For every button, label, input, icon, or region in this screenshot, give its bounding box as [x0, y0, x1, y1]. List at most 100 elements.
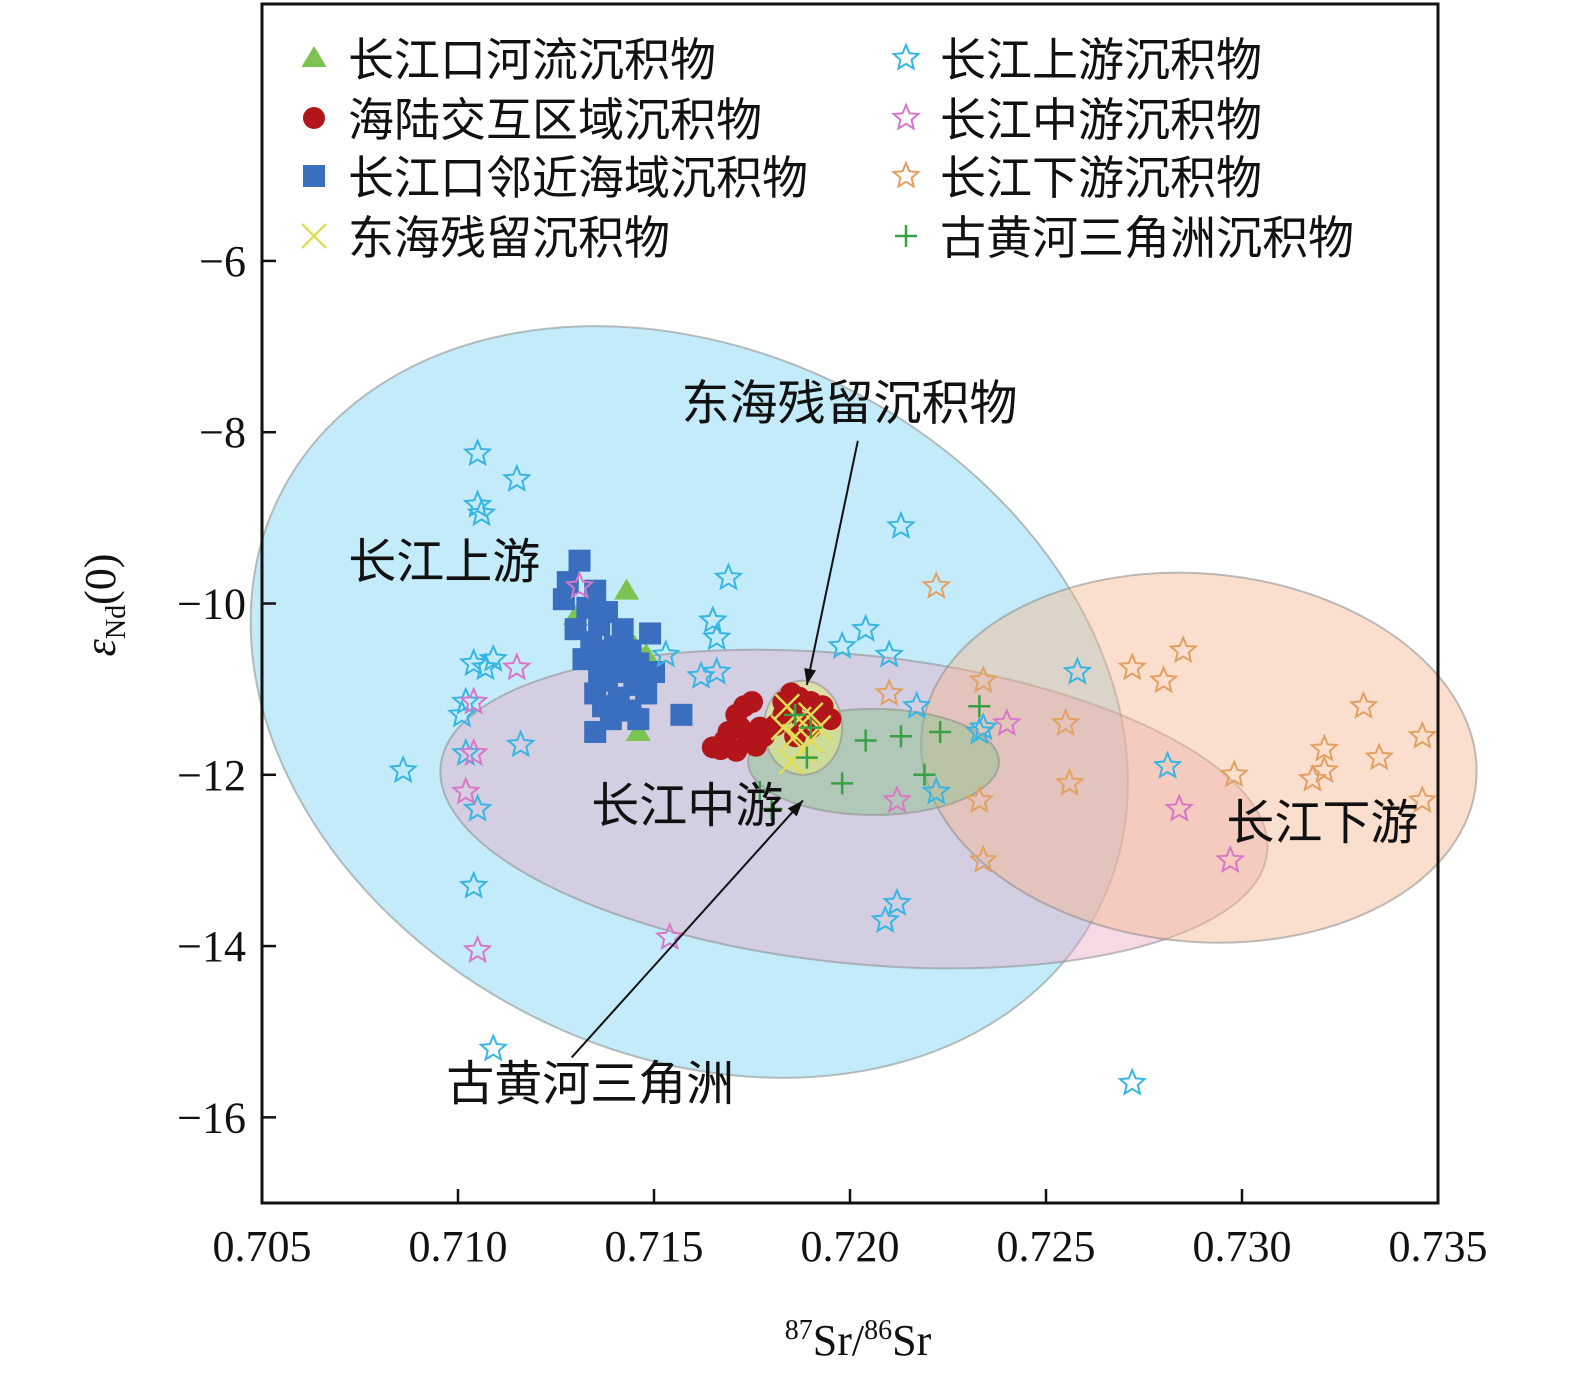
legend-label-4: 长江上游沉积物: [940, 33, 1262, 87]
point-s4-25: [388, 754, 418, 784]
legend-item-1: 海陆交互区域沉积物: [303, 93, 762, 147]
x-tick-label-1: 0.710: [409, 1222, 508, 1271]
point-s2-3: [552, 588, 575, 611]
point-s5-10: [462, 934, 493, 964]
point-s1-2: [741, 690, 763, 713]
point-s6-17: [968, 844, 999, 873]
point-s2-8: [611, 618, 634, 641]
point-s4-31: [870, 904, 901, 934]
point-s5-1: [501, 652, 532, 681]
series-5: [451, 570, 1246, 964]
x-axis-ticks: 0.705 0.710 0.715 0.720 0.725 0.730 0.735: [213, 1189, 1488, 1271]
point-s6-1: [1168, 634, 1199, 664]
point-s6-2: [1117, 652, 1148, 681]
point-s7-2: [889, 725, 912, 748]
point-s7-1: [799, 716, 822, 739]
legend-item-2: 长江口邻近海域沉积物: [303, 151, 808, 205]
point-s4-18: [451, 686, 481, 715]
point-s5-3: [458, 737, 489, 767]
legend-marker-1: [303, 107, 325, 129]
legend-item-3: 东海残留沉积物: [301, 211, 670, 265]
point-s4-22: [964, 716, 995, 745]
point-s4-8: [850, 613, 881, 642]
y-tick-label-5: −16: [177, 1093, 246, 1142]
point-s1-10: [725, 739, 748, 762]
region-label-1: 长江中游: [591, 778, 783, 834]
arrow-head-0: [804, 667, 817, 685]
annotation-arrows: [570, 440, 859, 1059]
legend-marker-5: [891, 102, 921, 131]
x-tick-label-4: 0.725: [997, 1222, 1096, 1271]
point-s4-24: [505, 729, 536, 758]
point-s3-8: [770, 714, 797, 741]
y-axis-symbol: ε: [76, 638, 125, 656]
legend-label-3: 东海残留沉积物: [348, 211, 670, 265]
point-s4-33: [1117, 1067, 1148, 1096]
y-tick-label-4: −14: [177, 922, 246, 971]
point-s4-14: [470, 652, 501, 681]
x-axis-title: 87Sr/86Sr: [785, 1315, 932, 1365]
point-s2-30: [639, 622, 662, 645]
point-s7-6: [795, 746, 818, 769]
point-s7-4: [854, 729, 877, 752]
point-s4-0: [462, 437, 493, 467]
point-s7-3: [929, 720, 952, 743]
legend-item-7: 古黄河三角洲沉积物: [895, 211, 1354, 265]
point-s7-7: [913, 763, 936, 786]
point-s6-15: [964, 784, 995, 814]
legend-label-7: 古黄河三角洲沉积物: [940, 211, 1354, 265]
arrow-line-1: [570, 799, 804, 1059]
data-points: [388, 437, 1438, 1096]
point-s7-8: [831, 772, 854, 795]
point-s6-13: [1219, 759, 1249, 788]
point-s4-32: [478, 1033, 509, 1062]
point-s4-20: [901, 690, 932, 719]
point-s4-4: [886, 510, 916, 539]
point-s7-5: [968, 695, 991, 718]
point-s6-9: [1309, 733, 1340, 762]
point-s0-4: [625, 719, 651, 741]
point-s6-16: [1407, 784, 1438, 814]
point-s4-21: [968, 712, 999, 741]
point-s2-0: [568, 549, 591, 572]
point-s4-30: [882, 887, 912, 916]
legend-label-2: 长江口邻近海域沉积物: [348, 151, 808, 205]
point-s4-1: [501, 463, 532, 492]
point-s7-0: [784, 703, 807, 726]
y-tick-label-1: −8: [199, 408, 246, 457]
point-s4-11: [874, 639, 905, 668]
region-label-3: 东海残留沉积物: [681, 375, 1017, 431]
point-s4-27: [921, 776, 952, 805]
legend-label-5: 长江中游沉积物: [940, 93, 1262, 147]
point-s6-10: [1364, 742, 1395, 771]
point-s4-29: [458, 870, 489, 899]
legend-item-6: 长江下游沉积物: [891, 151, 1262, 205]
series-2: [552, 549, 693, 743]
point-s2-18: [643, 661, 665, 684]
x-axis-base1: Sr/: [813, 1316, 865, 1365]
point-s3-7: [797, 727, 824, 754]
x-tick-label-0: 0.705: [213, 1222, 312, 1271]
point-s6-5: [874, 677, 905, 706]
point-s5-7: [1164, 793, 1195, 822]
y-axis-title: εNd(0): [76, 554, 132, 657]
point-s4-2: [462, 489, 493, 518]
legend-marker-4: [891, 42, 921, 71]
x-axis-sup1: 87: [785, 1315, 813, 1346]
point-s4-23: [451, 737, 481, 767]
point-s7-9: [748, 780, 771, 803]
series-3: [770, 693, 832, 775]
point-s4-7: [701, 622, 732, 651]
point-s5-4: [991, 707, 1022, 736]
x-tick-label-5: 0.730: [1193, 1222, 1292, 1271]
legend-item-5: 长江中游沉积物: [891, 93, 1262, 147]
point-s2-7: [588, 613, 611, 636]
point-s4-5: [713, 562, 744, 591]
legend-label-1: 海陆交互区域沉积物: [348, 93, 762, 147]
point-s1-12: [701, 736, 724, 759]
region-label-4: 古黄河三角洲: [446, 1056, 734, 1112]
legend-marker-0: [301, 46, 327, 67]
